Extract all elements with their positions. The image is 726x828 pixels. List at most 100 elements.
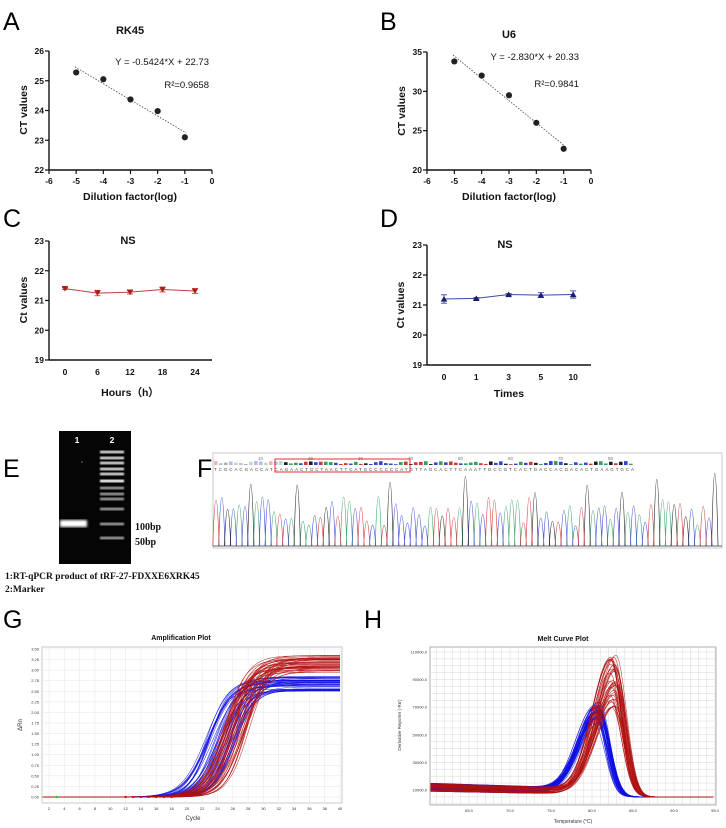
- quality-bar: [444, 462, 448, 465]
- x-tick-label: -4: [478, 176, 486, 186]
- y-tick-label: 22: [35, 165, 45, 175]
- y-tick-label: 10000.0: [413, 788, 428, 793]
- y-tick-label: 23: [35, 236, 45, 246]
- y-tick-label: 3.50: [31, 647, 40, 652]
- quality-bar: [484, 463, 488, 465]
- quality-bar: [374, 462, 378, 465]
- y-tick-label: 2.50: [31, 689, 40, 694]
- quality-bar: [549, 461, 553, 465]
- quality-bar: [544, 463, 548, 465]
- quality-bar: [459, 463, 463, 465]
- quality-bar: [504, 463, 508, 465]
- x-tick-label: -2: [533, 176, 541, 186]
- quality-bar: [474, 461, 478, 465]
- gel-caption-1: 1:RT-qPCR product of tRF-27-FDXXE6XRK45: [5, 572, 200, 582]
- y-tick-label: 20: [413, 165, 423, 175]
- chart-c-ylabel: Ct values: [18, 276, 30, 323]
- chart-a-equation: Y = -0.5424*X + 22.73: [115, 57, 209, 68]
- y-tick-label: 19: [413, 360, 423, 370]
- quality-bar: [384, 463, 388, 465]
- y-tick-label: 35: [413, 47, 423, 57]
- y-tick-label: 2.00: [31, 710, 40, 715]
- position-tick-label: 80: [608, 456, 614, 461]
- ladder-band: [100, 456, 124, 460]
- quality-bar: [614, 463, 618, 465]
- quality-bar: [564, 463, 568, 465]
- amplification-curve: [42, 658, 340, 798]
- gel-lane-1-label: 1: [75, 435, 80, 445]
- x-tick-label: 10: [568, 372, 578, 382]
- quality-bar: [584, 462, 588, 465]
- ladder-band: [100, 479, 124, 483]
- quality-bar: [254, 461, 258, 465]
- quality-bar: [379, 461, 383, 465]
- quality-bar: [389, 463, 393, 465]
- chart-d-title: NS: [497, 239, 512, 251]
- quality-bar: [289, 463, 293, 465]
- data-marker: [440, 296, 448, 302]
- chart-b-title: U6: [502, 29, 516, 41]
- quality-bar: [604, 463, 608, 465]
- x-tick-label: 1: [474, 372, 479, 382]
- data-point: [505, 92, 513, 99]
- data-marker: [473, 295, 480, 302]
- x-tick-label: 16: [154, 806, 159, 811]
- quality-bar: [329, 462, 333, 465]
- quality-bar: [569, 464, 573, 465]
- quality-bar: [449, 461, 453, 465]
- chart-b-equation: Y = -2.830*X + 20.33: [490, 52, 579, 63]
- gel-caption-2: 2:Marker: [5, 585, 45, 595]
- quality-bar: [224, 462, 228, 465]
- x-tick-label: 75.0: [547, 808, 556, 813]
- data-marker: [191, 288, 199, 294]
- chart-g-ylabel: ΔRn: [18, 719, 24, 731]
- quality-bar: [284, 462, 288, 465]
- quality-bar: [394, 464, 398, 465]
- y-tick-label: 50000.0: [413, 732, 428, 737]
- trace-C: [218, 496, 713, 547]
- x-tick-label: 6: [79, 806, 82, 811]
- y-tick-label: 25: [413, 126, 423, 136]
- quality-bar: [369, 463, 373, 465]
- x-tick-label: 6: [95, 367, 100, 377]
- quality-bar: [429, 464, 433, 465]
- quality-bar: [214, 461, 218, 465]
- chart-a-ylabel: CT values: [18, 85, 30, 135]
- x-tick-label: -3: [127, 176, 135, 186]
- quality-bar: [419, 461, 423, 465]
- chart-d-ylabel: Ct values: [395, 281, 407, 328]
- data-marker: [94, 290, 101, 297]
- quality-bar: [464, 463, 468, 465]
- quality-bar: [349, 463, 353, 465]
- x-tick-label: 20: [185, 806, 190, 811]
- y-tick-label: 90000.0: [413, 677, 428, 682]
- data-marker: [159, 286, 166, 293]
- y-tick-label: 0.50: [31, 773, 40, 778]
- data-point: [100, 76, 107, 83]
- chart-c-title: NS: [120, 235, 135, 247]
- x-tick-label: 40: [338, 806, 343, 811]
- x-tick-label: 24: [190, 367, 200, 377]
- y-tick-label: 1.25: [31, 742, 40, 747]
- x-tick-label: 24: [215, 806, 220, 811]
- panel-label-c: C: [3, 205, 21, 233]
- quality-bar: [279, 461, 283, 465]
- threshold-marker: [139, 796, 142, 798]
- marker-50bp-label: 50bp: [135, 537, 157, 548]
- chart-b-xlabel: Dilution factor(log): [462, 191, 556, 203]
- quality-bar: [294, 462, 298, 465]
- y-tick-label: 22: [35, 266, 45, 276]
- chart-h-title: Melt Curve Plot: [538, 636, 590, 643]
- quality-bar: [354, 461, 358, 465]
- y-tick-label: 0.25: [31, 784, 40, 789]
- x-tick-label: 30: [261, 806, 266, 811]
- chart-g-title: Amplification Plot: [151, 635, 211, 642]
- quality-bar: [534, 462, 538, 465]
- y-tick-label: 23: [35, 135, 45, 145]
- threshold-marker: [147, 796, 150, 798]
- quality-bar: [304, 461, 308, 465]
- y-tick-label: 30000.0: [413, 760, 428, 765]
- data-point: [73, 69, 80, 76]
- data-point: [154, 107, 161, 115]
- quality-bar: [334, 462, 338, 465]
